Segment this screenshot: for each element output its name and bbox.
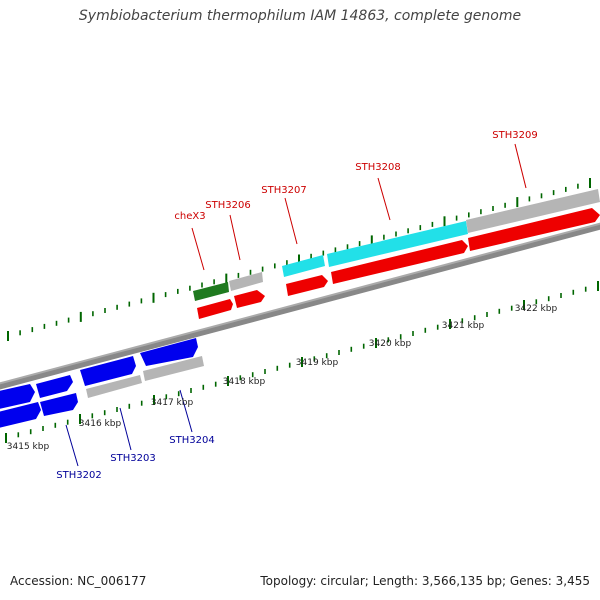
genome-backbone-line [0, 223, 600, 390]
arrow-red-3[interactable] [286, 275, 328, 296]
arrow-red-4[interactable] [331, 240, 468, 284]
kbp-label: 3417 kbp [151, 398, 194, 408]
gene-chex3-bar[interactable] [193, 282, 229, 301]
genome-summary-text: Topology: circular; Length: 3,566,135 bp… [260, 574, 590, 588]
upper-tick-row [7, 178, 591, 341]
lower-tick-row [5, 281, 599, 443]
gene-cyan-long-bar[interactable] [327, 221, 468, 267]
gene-blue-4[interactable] [140, 338, 198, 366]
gene-grey-rev-1[interactable] [86, 375, 142, 398]
genome-title: Symbiobacterium thermophilum IAM 14863, … [78, 8, 522, 24]
gene-label-sth3207[interactable]: STH3207 [261, 185, 306, 196]
genome-backbone-shadow [0, 222, 600, 385]
kbp-label: 3419 kbp [296, 358, 339, 368]
kbp-label: 3422 kbp [515, 304, 558, 314]
gene-cyan-short-bar[interactable] [282, 255, 325, 277]
kbp-label: 3418 kbp [223, 377, 266, 387]
gene-label-sth3209[interactable]: STH3209 [492, 130, 537, 141]
forward-gene-labels: cheX3 STH3206 STH3207 STH3208 STH3209 [174, 130, 537, 222]
gene-label-sth3204[interactable]: STH3204 [169, 435, 214, 446]
forward-feature-arrows [197, 208, 600, 319]
reverse-leader-lines [65, 389, 193, 467]
gene-label-chex3[interactable]: cheX3 [174, 211, 205, 222]
gene-grey-long-bar[interactable] [466, 189, 600, 233]
gene-blue-3[interactable] [80, 356, 136, 386]
gene-label-sth3203[interactable]: STH3203 [110, 453, 155, 464]
arrow-red-2[interactable] [234, 290, 265, 308]
kbp-label: 3415 kbp [7, 442, 50, 452]
reverse-gene-labels: STH3202 STH3203 STH3204 [56, 435, 214, 481]
kbp-label: 3416 kbp [79, 419, 122, 429]
arrow-red-5[interactable] [468, 208, 600, 251]
arrow-red-1[interactable] [197, 299, 233, 319]
gene-label-sth3202[interactable]: STH3202 [56, 470, 101, 481]
gene-blue-6[interactable] [40, 393, 78, 416]
reverse-gene-track [0, 338, 204, 430]
gene-grey-rev-2[interactable] [143, 356, 204, 381]
kbp-label: 3420 kbp [369, 339, 412, 349]
gene-label-sth3208[interactable]: STH3208 [355, 162, 400, 173]
gene-grey-bar[interactable] [229, 272, 263, 291]
gene-blue-1[interactable] [0, 384, 35, 411]
gene-blue-5[interactable] [0, 402, 41, 430]
accession-text: Accession: NC_006177 [10, 574, 147, 588]
kbp-scale-labels: 3415 kbp 3416 kbp 3417 kbp 3418 kbp 3419… [7, 304, 558, 452]
gene-label-sth3206[interactable]: STH3206 [205, 200, 250, 211]
kbp-label: 3421 kbp [442, 321, 485, 331]
forward-gene-track [193, 189, 600, 301]
gene-blue-2[interactable] [36, 375, 73, 398]
forward-leader-lines [191, 143, 527, 271]
